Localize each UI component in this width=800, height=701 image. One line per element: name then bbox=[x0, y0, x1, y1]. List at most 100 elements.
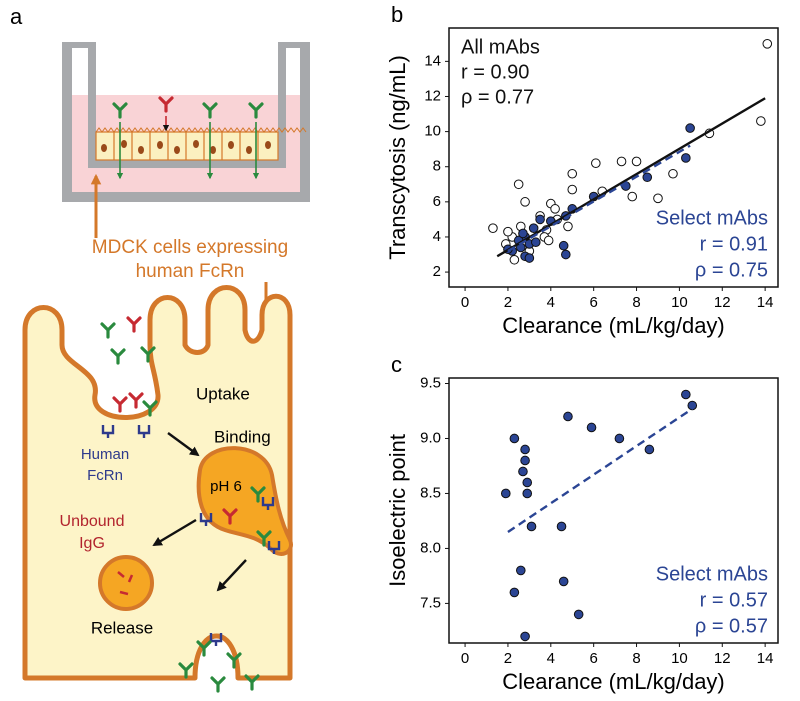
point bbox=[503, 226, 513, 237]
y-axis-label: Isoelectric point bbox=[385, 434, 410, 587]
point bbox=[520, 197, 530, 207]
cell-label: MDCK cells expressing bbox=[92, 237, 288, 258]
point bbox=[616, 156, 627, 167]
point bbox=[520, 455, 530, 466]
cell-label: human FcRn bbox=[136, 261, 245, 282]
y-tick-label: 9.5 bbox=[420, 374, 441, 391]
x-tick-label: 2 bbox=[504, 650, 512, 667]
panel-a: a MDCK cells expressing human FcRn bbox=[10, 4, 310, 693]
lysosome bbox=[98, 555, 154, 611]
panel-label: a bbox=[10, 4, 23, 29]
panel-label: b bbox=[391, 2, 403, 27]
point bbox=[531, 237, 541, 248]
point bbox=[528, 223, 539, 233]
point bbox=[653, 193, 663, 204]
x-axis-label: Clearance (mL/kg/day) bbox=[502, 313, 725, 338]
point bbox=[509, 254, 520, 265]
receptor-label: Human bbox=[81, 446, 129, 463]
point bbox=[567, 184, 578, 195]
x-tick-label: 8 bbox=[632, 294, 640, 311]
y-axis-label: Transcytosis (ng/mL) bbox=[385, 55, 410, 260]
y-tick-label: 2 bbox=[433, 263, 441, 280]
ph-label: pH 6 bbox=[210, 478, 242, 495]
point bbox=[756, 116, 766, 126]
point bbox=[509, 433, 520, 444]
point bbox=[543, 235, 554, 246]
stat-label: ρ = 0.75 bbox=[695, 259, 768, 281]
chart: b 0 2 4 6 8 10 12 14 2 4 6 8 10 12 14 Clearance (mL/kg/d… bbox=[385, 2, 779, 338]
point bbox=[681, 389, 691, 400]
point bbox=[558, 240, 569, 251]
fit-line bbox=[507, 407, 693, 533]
x-tick-label: 4 bbox=[547, 294, 555, 311]
y-tick-label: 8.5 bbox=[420, 484, 441, 501]
point bbox=[614, 433, 625, 444]
point bbox=[522, 488, 533, 499]
point bbox=[488, 223, 498, 233]
point bbox=[516, 565, 526, 576]
point bbox=[524, 253, 535, 263]
fit-line bbox=[496, 97, 766, 258]
y-tick-label: 8 bbox=[433, 158, 441, 175]
point bbox=[513, 179, 524, 190]
stat-label: r = 0.91 bbox=[700, 233, 768, 255]
x-tick-label: 0 bbox=[461, 294, 469, 311]
step-label: Binding bbox=[214, 427, 271, 446]
step-label: Release bbox=[91, 618, 153, 637]
panel-label: c bbox=[391, 352, 402, 377]
point bbox=[526, 521, 537, 532]
point bbox=[668, 168, 678, 179]
x-tick-label: 6 bbox=[590, 294, 598, 311]
point bbox=[642, 172, 653, 183]
point bbox=[558, 576, 569, 587]
y-tick-label: 9.0 bbox=[420, 429, 441, 446]
point bbox=[762, 39, 773, 49]
x-tick-label: 4 bbox=[547, 650, 555, 667]
series-label: All mAbs bbox=[461, 36, 540, 58]
chart: c 0 2 4 6 8 10 12 14 7.5 8.0 8.5 9.0 9.5 Clearance (mL… bbox=[385, 352, 779, 694]
x-tick-label: 2 bbox=[504, 294, 512, 311]
cell bbox=[22, 285, 293, 681]
y-tick-label: 8.0 bbox=[420, 539, 441, 556]
point bbox=[556, 521, 567, 532]
point bbox=[520, 444, 530, 455]
plot-frame bbox=[448, 27, 779, 288]
transport-arrows bbox=[116, 116, 260, 180]
x-tick-label: 6 bbox=[590, 650, 598, 667]
point bbox=[567, 168, 578, 179]
stat-label: r = 0.57 bbox=[700, 589, 768, 611]
y-tick-label: 6 bbox=[433, 193, 441, 210]
x-tick-label: 10 bbox=[671, 294, 688, 311]
point bbox=[563, 221, 573, 232]
point bbox=[687, 400, 698, 411]
point bbox=[631, 156, 642, 167]
unbound-label: Unbound bbox=[60, 513, 125, 530]
y-tick-label: 14 bbox=[424, 52, 441, 69]
point bbox=[627, 191, 638, 202]
stat-label: ρ = 0.57 bbox=[695, 615, 768, 637]
point bbox=[522, 477, 533, 488]
stat-label: ρ = 0.77 bbox=[461, 86, 534, 108]
cell-layer bbox=[95, 127, 307, 161]
point bbox=[550, 204, 560, 214]
point bbox=[561, 249, 571, 260]
x-tick-label: 12 bbox=[714, 650, 731, 667]
point bbox=[535, 214, 545, 225]
point bbox=[520, 631, 530, 642]
fit-line bbox=[507, 144, 691, 253]
point bbox=[500, 488, 511, 499]
y-tick-label: 4 bbox=[433, 228, 441, 245]
point bbox=[518, 228, 528, 239]
point bbox=[681, 153, 691, 163]
series-label: Select mAbs bbox=[656, 207, 768, 229]
y-tick-label: 12 bbox=[424, 87, 441, 104]
degraded-igg bbox=[117, 571, 134, 596]
x-tick-label: 0 bbox=[461, 650, 469, 667]
x-tick-label: 12 bbox=[714, 294, 731, 311]
endosome bbox=[196, 446, 293, 556]
x-tick-label: 8 bbox=[632, 650, 640, 667]
x-axis-label: Clearance (mL/kg/day) bbox=[502, 669, 725, 694]
y-tick-label: 10 bbox=[424, 123, 441, 140]
point bbox=[586, 422, 597, 433]
step-label: Uptake bbox=[196, 384, 250, 403]
